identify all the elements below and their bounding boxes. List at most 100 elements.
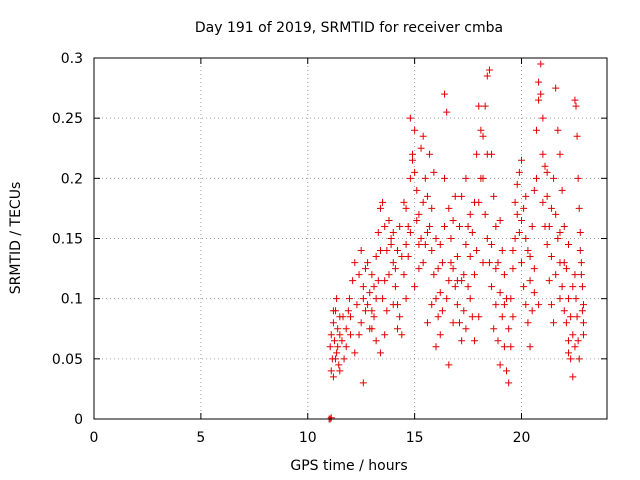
- data-point: [490, 192, 498, 200]
- data-point: [475, 102, 483, 110]
- data-point: [579, 301, 587, 309]
- data-point: [381, 222, 389, 230]
- data-point: [458, 337, 466, 345]
- data-point: [355, 271, 363, 279]
- data-point: [417, 235, 425, 242]
- data-point: [404, 222, 412, 230]
- data-point: [572, 102, 580, 110]
- data-point: [432, 235, 440, 242]
- data-point: [562, 265, 570, 273]
- data-point: [417, 144, 425, 152]
- data-point: [554, 126, 562, 134]
- data-point: [423, 319, 431, 327]
- data-point: [364, 259, 372, 267]
- data-point: [535, 78, 543, 86]
- data-point: [483, 235, 491, 242]
- data-point: [477, 126, 485, 134]
- y-tick-label: 0.25: [52, 111, 83, 127]
- data-point: [547, 301, 555, 309]
- data-point: [415, 210, 423, 218]
- data-point: [462, 241, 470, 249]
- data-point: [518, 259, 525, 267]
- data-point: [376, 247, 384, 255]
- data-point: [462, 174, 470, 182]
- data-point: [423, 192, 431, 200]
- data-point: [565, 241, 573, 249]
- data-point: [445, 361, 453, 369]
- data-point: [347, 331, 354, 339]
- data-point: [509, 247, 517, 255]
- data-point: [532, 174, 540, 182]
- data-point: [530, 265, 538, 273]
- data-point: [332, 355, 340, 363]
- data-point: [438, 307, 446, 315]
- y-axis-label: SRMTID / TECUs: [8, 182, 24, 295]
- data-point: [464, 283, 472, 291]
- data-point: [456, 319, 464, 327]
- data-point: [460, 307, 468, 315]
- data-point: [372, 337, 380, 345]
- chart-title: Day 191 of 2019, SRMTID for receiver cmb…: [195, 20, 503, 36]
- data-point: [500, 271, 508, 279]
- data-point: [526, 277, 534, 285]
- data-point: [434, 313, 442, 321]
- data-point: [535, 301, 543, 309]
- data-point: [483, 72, 491, 80]
- data-point: [327, 414, 335, 422]
- data-point: [498, 313, 506, 321]
- data-point: [496, 361, 504, 369]
- data-point: [579, 319, 587, 327]
- x-tick-label: 5: [196, 430, 205, 446]
- data-point: [485, 66, 493, 74]
- data-point: [453, 253, 461, 261]
- data-point: [464, 222, 472, 230]
- data-point: [513, 180, 521, 188]
- data-point: [381, 331, 389, 339]
- data-point: [353, 301, 361, 309]
- data-point: [419, 198, 427, 206]
- data-point: [342, 325, 350, 333]
- data-point: [543, 241, 551, 249]
- data-point: [578, 283, 586, 291]
- data-point: [473, 247, 481, 255]
- data-point: [496, 289, 504, 297]
- data-point: [550, 174, 558, 182]
- data-point: [406, 114, 414, 122]
- data-point: [483, 150, 491, 158]
- data-point: [361, 307, 369, 315]
- data-point: [456, 222, 464, 230]
- data-point: [398, 253, 406, 261]
- data-point: [494, 337, 502, 345]
- data-point: [511, 235, 519, 242]
- data-point: [554, 235, 562, 242]
- data-point: [359, 283, 367, 291]
- data-point: [339, 313, 347, 321]
- data-point: [402, 204, 410, 212]
- data-point: [411, 283, 419, 291]
- data-point: [428, 204, 436, 212]
- data-point: [569, 373, 577, 381]
- data-point: [558, 283, 566, 291]
- data-point: [492, 265, 500, 273]
- x-axis-ticks: 0 5 10 15 20: [90, 58, 530, 446]
- data-point: [543, 192, 551, 200]
- data-point: [436, 289, 444, 297]
- data-point: [475, 198, 483, 206]
- data-point: [539, 150, 547, 158]
- data-point: [488, 241, 496, 249]
- data-point: [505, 325, 513, 333]
- data-point: [567, 313, 575, 321]
- data-point: [368, 271, 376, 279]
- data-point: [438, 259, 446, 267]
- data-point: [494, 259, 502, 267]
- data-point: [547, 204, 555, 212]
- data-point: [565, 349, 573, 357]
- data-point: [400, 198, 408, 206]
- data-point: [408, 150, 416, 158]
- data-point: [556, 228, 564, 236]
- data-point: [505, 379, 513, 387]
- data-point: [477, 174, 485, 182]
- data-point: [577, 259, 585, 267]
- data-point: [381, 277, 389, 285]
- data-point: [507, 295, 515, 303]
